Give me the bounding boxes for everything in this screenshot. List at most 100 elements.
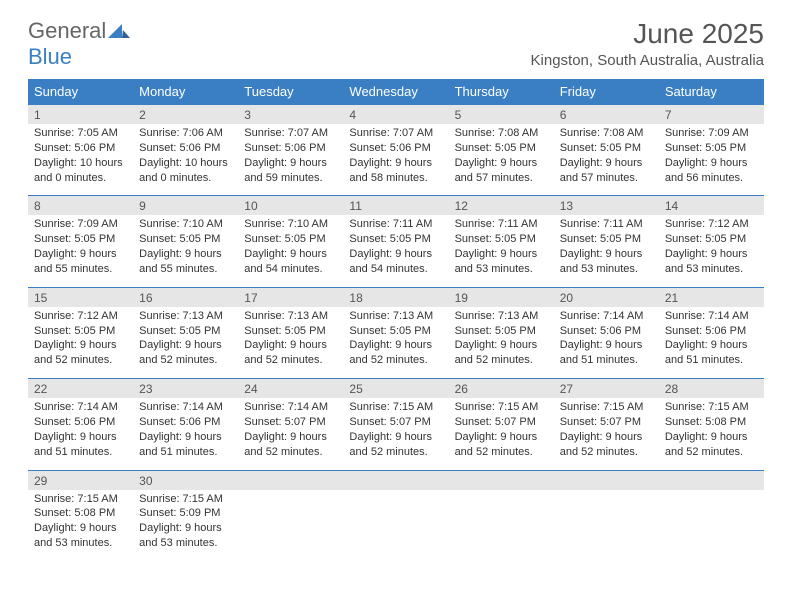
sunrise-text: Sunrise: 7:07 AM — [349, 126, 442, 141]
sunset-text: Sunset: 5:05 PM — [349, 232, 442, 247]
sunset-text: Sunset: 5:05 PM — [244, 324, 337, 339]
day-cell: Sunrise: 7:13 AMSunset: 5:05 PMDaylight:… — [343, 307, 448, 378]
sunset-text: Sunset: 5:05 PM — [455, 232, 548, 247]
sunrise-text: Sunrise: 7:13 AM — [139, 309, 232, 324]
daylight-text: Daylight: 9 hours and 58 minutes. — [349, 156, 442, 186]
daylight-text: Daylight: 9 hours and 53 minutes. — [34, 521, 127, 551]
day-number: 15 — [28, 287, 133, 307]
day-cell: Sunrise: 7:12 AMSunset: 5:05 PMDaylight:… — [28, 307, 133, 378]
daylight-text: Daylight: 9 hours and 51 minutes. — [34, 430, 127, 460]
header: General June 2025 Kingston, South Austra… — [0, 0, 792, 73]
sunset-text: Sunset: 5:07 PM — [349, 415, 442, 430]
daylight-text: Daylight: 9 hours and 51 minutes. — [665, 338, 758, 368]
calendar: Sunday Monday Tuesday Wednesday Thursday… — [0, 73, 792, 561]
sunrise-text: Sunrise: 7:11 AM — [560, 217, 653, 232]
day-number: 1 — [28, 104, 133, 124]
day-number: 14 — [659, 195, 764, 215]
day-cell-empty — [343, 490, 448, 561]
daylight-text: Daylight: 9 hours and 52 minutes. — [455, 430, 548, 460]
day-number: 19 — [449, 287, 554, 307]
sunrise-text: Sunrise: 7:14 AM — [244, 400, 337, 415]
week-daynum-row: 1234567 — [28, 104, 764, 124]
daylight-text: Daylight: 9 hours and 56 minutes. — [665, 156, 758, 186]
day-number-empty — [343, 470, 448, 490]
daylight-text: Daylight: 9 hours and 54 minutes. — [244, 247, 337, 277]
day-header-wed: Wednesday — [343, 79, 448, 104]
day-number: 16 — [133, 287, 238, 307]
daylight-text: Daylight: 9 hours and 51 minutes. — [560, 338, 653, 368]
daylight-text: Daylight: 9 hours and 57 minutes. — [455, 156, 548, 186]
daylight-text: Daylight: 9 hours and 55 minutes. — [34, 247, 127, 277]
daylight-text: Daylight: 10 hours and 0 minutes. — [34, 156, 127, 186]
daylight-text: Daylight: 9 hours and 52 minutes. — [349, 430, 442, 460]
day-number: 17 — [238, 287, 343, 307]
sunset-text: Sunset: 5:08 PM — [34, 506, 127, 521]
day-cell: Sunrise: 7:05 AMSunset: 5:06 PMDaylight:… — [28, 124, 133, 195]
sunset-text: Sunset: 5:05 PM — [34, 232, 127, 247]
day-number: 18 — [343, 287, 448, 307]
day-cell: Sunrise: 7:11 AMSunset: 5:05 PMDaylight:… — [554, 215, 659, 286]
sunset-text: Sunset: 5:05 PM — [560, 141, 653, 156]
sunrise-text: Sunrise: 7:13 AM — [455, 309, 548, 324]
daylight-text: Daylight: 9 hours and 59 minutes. — [244, 156, 337, 186]
sunset-text: Sunset: 5:06 PM — [34, 141, 127, 156]
day-header-fri: Friday — [554, 79, 659, 104]
sunrise-text: Sunrise: 7:12 AM — [34, 309, 127, 324]
day-cell: Sunrise: 7:15 AMSunset: 5:08 PMDaylight:… — [28, 490, 133, 561]
day-cell: Sunrise: 7:08 AMSunset: 5:05 PMDaylight:… — [449, 124, 554, 195]
sunrise-text: Sunrise: 7:11 AM — [455, 217, 548, 232]
sunrise-text: Sunrise: 7:15 AM — [665, 400, 758, 415]
week-content-row: Sunrise: 7:12 AMSunset: 5:05 PMDaylight:… — [28, 307, 764, 378]
day-number: 25 — [343, 378, 448, 398]
daylight-text: Daylight: 9 hours and 52 minutes. — [665, 430, 758, 460]
day-cell: Sunrise: 7:08 AMSunset: 5:05 PMDaylight:… — [554, 124, 659, 195]
sunset-text: Sunset: 5:06 PM — [560, 324, 653, 339]
day-cell: Sunrise: 7:07 AMSunset: 5:06 PMDaylight:… — [238, 124, 343, 195]
day-cell: Sunrise: 7:09 AMSunset: 5:05 PMDaylight:… — [659, 124, 764, 195]
daylight-text: Daylight: 9 hours and 52 minutes. — [139, 338, 232, 368]
logo-triangle-icon — [108, 18, 130, 44]
sunset-text: Sunset: 5:06 PM — [34, 415, 127, 430]
day-cell-empty — [238, 490, 343, 561]
week-content-row: Sunrise: 7:14 AMSunset: 5:06 PMDaylight:… — [28, 398, 764, 469]
daylight-text: Daylight: 9 hours and 52 minutes. — [34, 338, 127, 368]
day-number: 3 — [238, 104, 343, 124]
sunrise-text: Sunrise: 7:09 AM — [665, 126, 758, 141]
day-cell: Sunrise: 7:15 AMSunset: 5:09 PMDaylight:… — [133, 490, 238, 561]
sunrise-text: Sunrise: 7:05 AM — [34, 126, 127, 141]
day-cell: Sunrise: 7:15 AMSunset: 5:07 PMDaylight:… — [449, 398, 554, 469]
daylight-text: Daylight: 10 hours and 0 minutes. — [139, 156, 232, 186]
sunrise-text: Sunrise: 7:06 AM — [139, 126, 232, 141]
day-cell: Sunrise: 7:13 AMSunset: 5:05 PMDaylight:… — [133, 307, 238, 378]
sunrise-text: Sunrise: 7:14 AM — [560, 309, 653, 324]
sunset-text: Sunset: 5:07 PM — [244, 415, 337, 430]
sunrise-text: Sunrise: 7:08 AM — [455, 126, 548, 141]
daylight-text: Daylight: 9 hours and 52 minutes. — [349, 338, 442, 368]
week-content-row: Sunrise: 7:05 AMSunset: 5:06 PMDaylight:… — [28, 124, 764, 195]
daylight-text: Daylight: 9 hours and 55 minutes. — [139, 247, 232, 277]
sunrise-text: Sunrise: 7:15 AM — [560, 400, 653, 415]
week-daynum-row: 891011121314 — [28, 195, 764, 215]
sunrise-text: Sunrise: 7:15 AM — [139, 492, 232, 507]
week-daynum-row: 2930 — [28, 470, 764, 490]
daylight-text: Daylight: 9 hours and 51 minutes. — [139, 430, 232, 460]
day-number-empty — [554, 470, 659, 490]
day-header-mon: Monday — [133, 79, 238, 104]
daylight-text: Daylight: 9 hours and 53 minutes. — [560, 247, 653, 277]
sunrise-text: Sunrise: 7:12 AM — [665, 217, 758, 232]
daylight-text: Daylight: 9 hours and 52 minutes. — [244, 338, 337, 368]
day-number: 28 — [659, 378, 764, 398]
sunrise-text: Sunrise: 7:13 AM — [244, 309, 337, 324]
day-number: 6 — [554, 104, 659, 124]
week-daynum-row: 15161718192021 — [28, 287, 764, 307]
day-cell: Sunrise: 7:15 AMSunset: 5:07 PMDaylight:… — [343, 398, 448, 469]
day-number-empty — [449, 470, 554, 490]
sunset-text: Sunset: 5:05 PM — [34, 324, 127, 339]
day-header-tue: Tuesday — [238, 79, 343, 104]
sunrise-text: Sunrise: 7:10 AM — [139, 217, 232, 232]
sunset-text: Sunset: 5:05 PM — [349, 324, 442, 339]
day-number: 9 — [133, 195, 238, 215]
day-number: 8 — [28, 195, 133, 215]
sunset-text: Sunset: 5:06 PM — [665, 324, 758, 339]
day-number-empty — [659, 470, 764, 490]
